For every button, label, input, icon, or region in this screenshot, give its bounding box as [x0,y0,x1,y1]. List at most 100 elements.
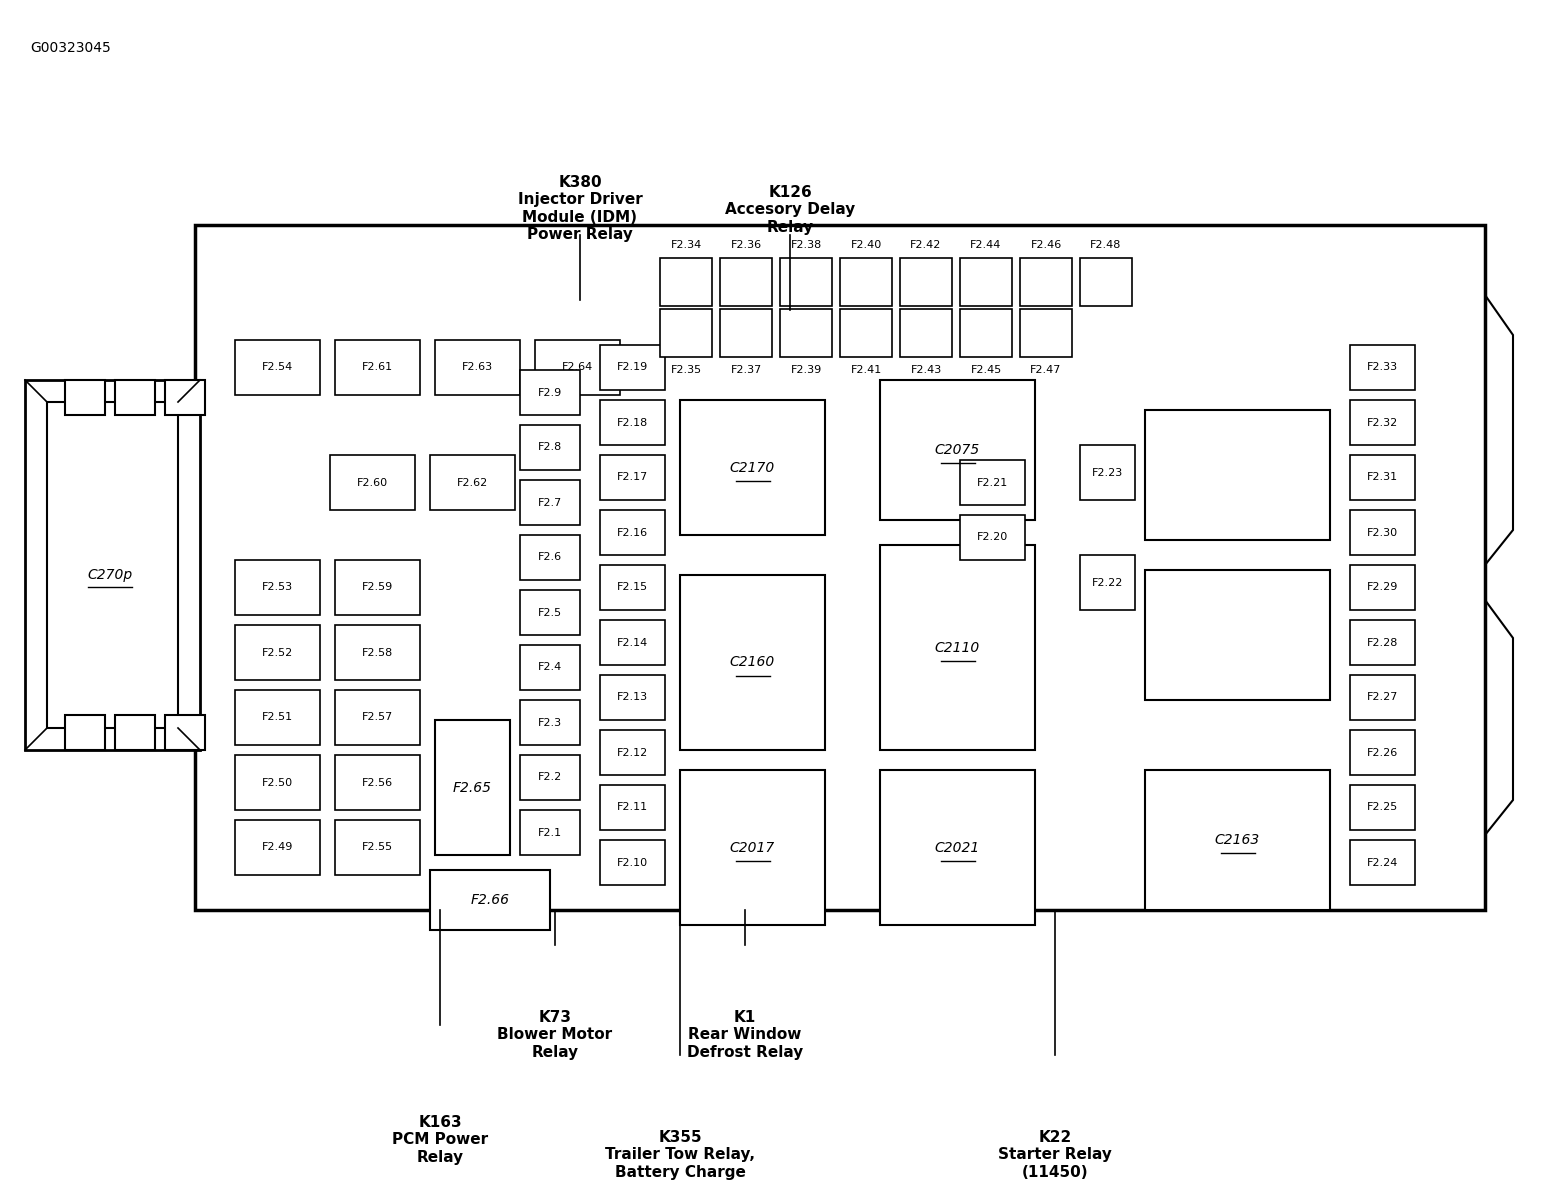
Text: G00323045: G00323045 [30,41,110,55]
Bar [1350,620,1416,665]
Text: F2.26: F2.26 [1368,748,1399,757]
Bar [880,770,1035,925]
Bar [521,480,580,526]
Bar [1019,258,1072,306]
Bar [329,455,415,510]
Text: F2.1: F2.1 [538,828,563,838]
Bar [1080,258,1131,306]
Text: F2.40: F2.40 [850,240,881,250]
Text: C2021: C2021 [936,840,981,854]
Bar [165,380,205,415]
Bar [681,400,825,535]
Bar [521,370,580,415]
Bar [880,545,1035,750]
Text: F2.7: F2.7 [538,498,563,508]
Bar [960,308,1012,358]
Text: F2.15: F2.15 [617,582,648,593]
Text: F2.48: F2.48 [1091,240,1122,250]
Text: K355
Trailer Tow Relay,
Battery Charge: K355 Trailer Tow Relay, Battery Charge [605,1130,755,1180]
Text: F2.43: F2.43 [911,365,942,374]
Bar [1350,565,1416,610]
Bar [720,308,772,358]
Text: C2017: C2017 [730,840,775,854]
Bar [521,425,580,470]
Text: F2.60: F2.60 [357,478,388,487]
Bar [1350,346,1416,390]
Text: F2.38: F2.38 [791,240,822,250]
Bar [600,785,665,830]
Bar [165,715,205,750]
Bar [47,402,179,728]
Bar [960,515,1026,560]
Bar [65,380,106,415]
Text: F2.22: F2.22 [1092,577,1124,588]
Bar [336,625,420,680]
Bar [880,380,1035,520]
Text: F2.39: F2.39 [791,365,822,374]
Bar [600,455,665,500]
Text: F2.54: F2.54 [263,362,294,372]
Text: K22
Starter Relay
(11450): K22 Starter Relay (11450) [998,1130,1113,1180]
Text: F2.9: F2.9 [538,388,563,397]
Text: F2.42: F2.42 [911,240,942,250]
Bar [1350,400,1416,445]
Text: F2.25: F2.25 [1368,803,1399,812]
Text: F2.21: F2.21 [977,478,1009,487]
Bar [681,770,825,925]
Bar [430,455,514,510]
Bar [235,625,320,680]
Text: F2.20: F2.20 [977,533,1009,542]
Text: F2.3: F2.3 [538,718,563,727]
Text: F2.31: F2.31 [1368,473,1399,482]
Text: F2.19: F2.19 [617,362,648,372]
Text: F2.18: F2.18 [617,418,648,427]
Text: F2.59: F2.59 [362,582,393,593]
Bar [1145,410,1330,540]
Bar [435,340,521,395]
Text: F2.8: F2.8 [538,443,563,452]
Text: C2163: C2163 [1215,833,1260,847]
Bar [115,380,155,415]
Bar [841,258,892,306]
Text: F2.11: F2.11 [617,803,648,812]
Text: F2.29: F2.29 [1368,582,1399,593]
Bar [336,340,420,395]
Text: F2.52: F2.52 [263,648,294,658]
Bar [841,308,892,358]
Bar [681,575,825,750]
Text: F2.36: F2.36 [730,240,761,250]
Bar [1350,674,1416,720]
Bar [1350,840,1416,886]
Bar [600,565,665,610]
Bar [535,340,620,395]
Text: F2.33: F2.33 [1368,362,1399,372]
Bar [521,535,580,580]
Text: F2.63: F2.63 [462,362,493,372]
Bar [521,590,580,635]
Bar [600,346,665,390]
Text: F2.41: F2.41 [850,365,881,374]
Bar [1350,785,1416,830]
Bar [235,690,320,745]
Bar [521,810,580,854]
Text: F2.34: F2.34 [670,240,701,250]
Bar [1080,445,1134,500]
Bar [1019,308,1072,358]
Text: F2.65: F2.65 [454,780,493,794]
Bar [521,646,580,690]
Bar [336,755,420,810]
Bar [1145,770,1330,910]
Text: C2170: C2170 [730,461,775,474]
Bar [600,674,665,720]
Text: F2.47: F2.47 [1030,365,1061,374]
Bar [235,340,320,395]
Bar [235,560,320,614]
Text: F2.44: F2.44 [970,240,1002,250]
Text: K380
Injector Driver
Module (IDM)
Power Relay: K380 Injector Driver Module (IDM) Power … [517,175,642,242]
Text: F2.58: F2.58 [362,648,393,658]
Text: C2110: C2110 [936,641,981,654]
Bar [660,308,712,358]
Bar [435,720,510,854]
Text: K1
Rear Window
Defrost Relay: K1 Rear Window Defrost Relay [687,1010,803,1060]
Text: F2.16: F2.16 [617,528,648,538]
